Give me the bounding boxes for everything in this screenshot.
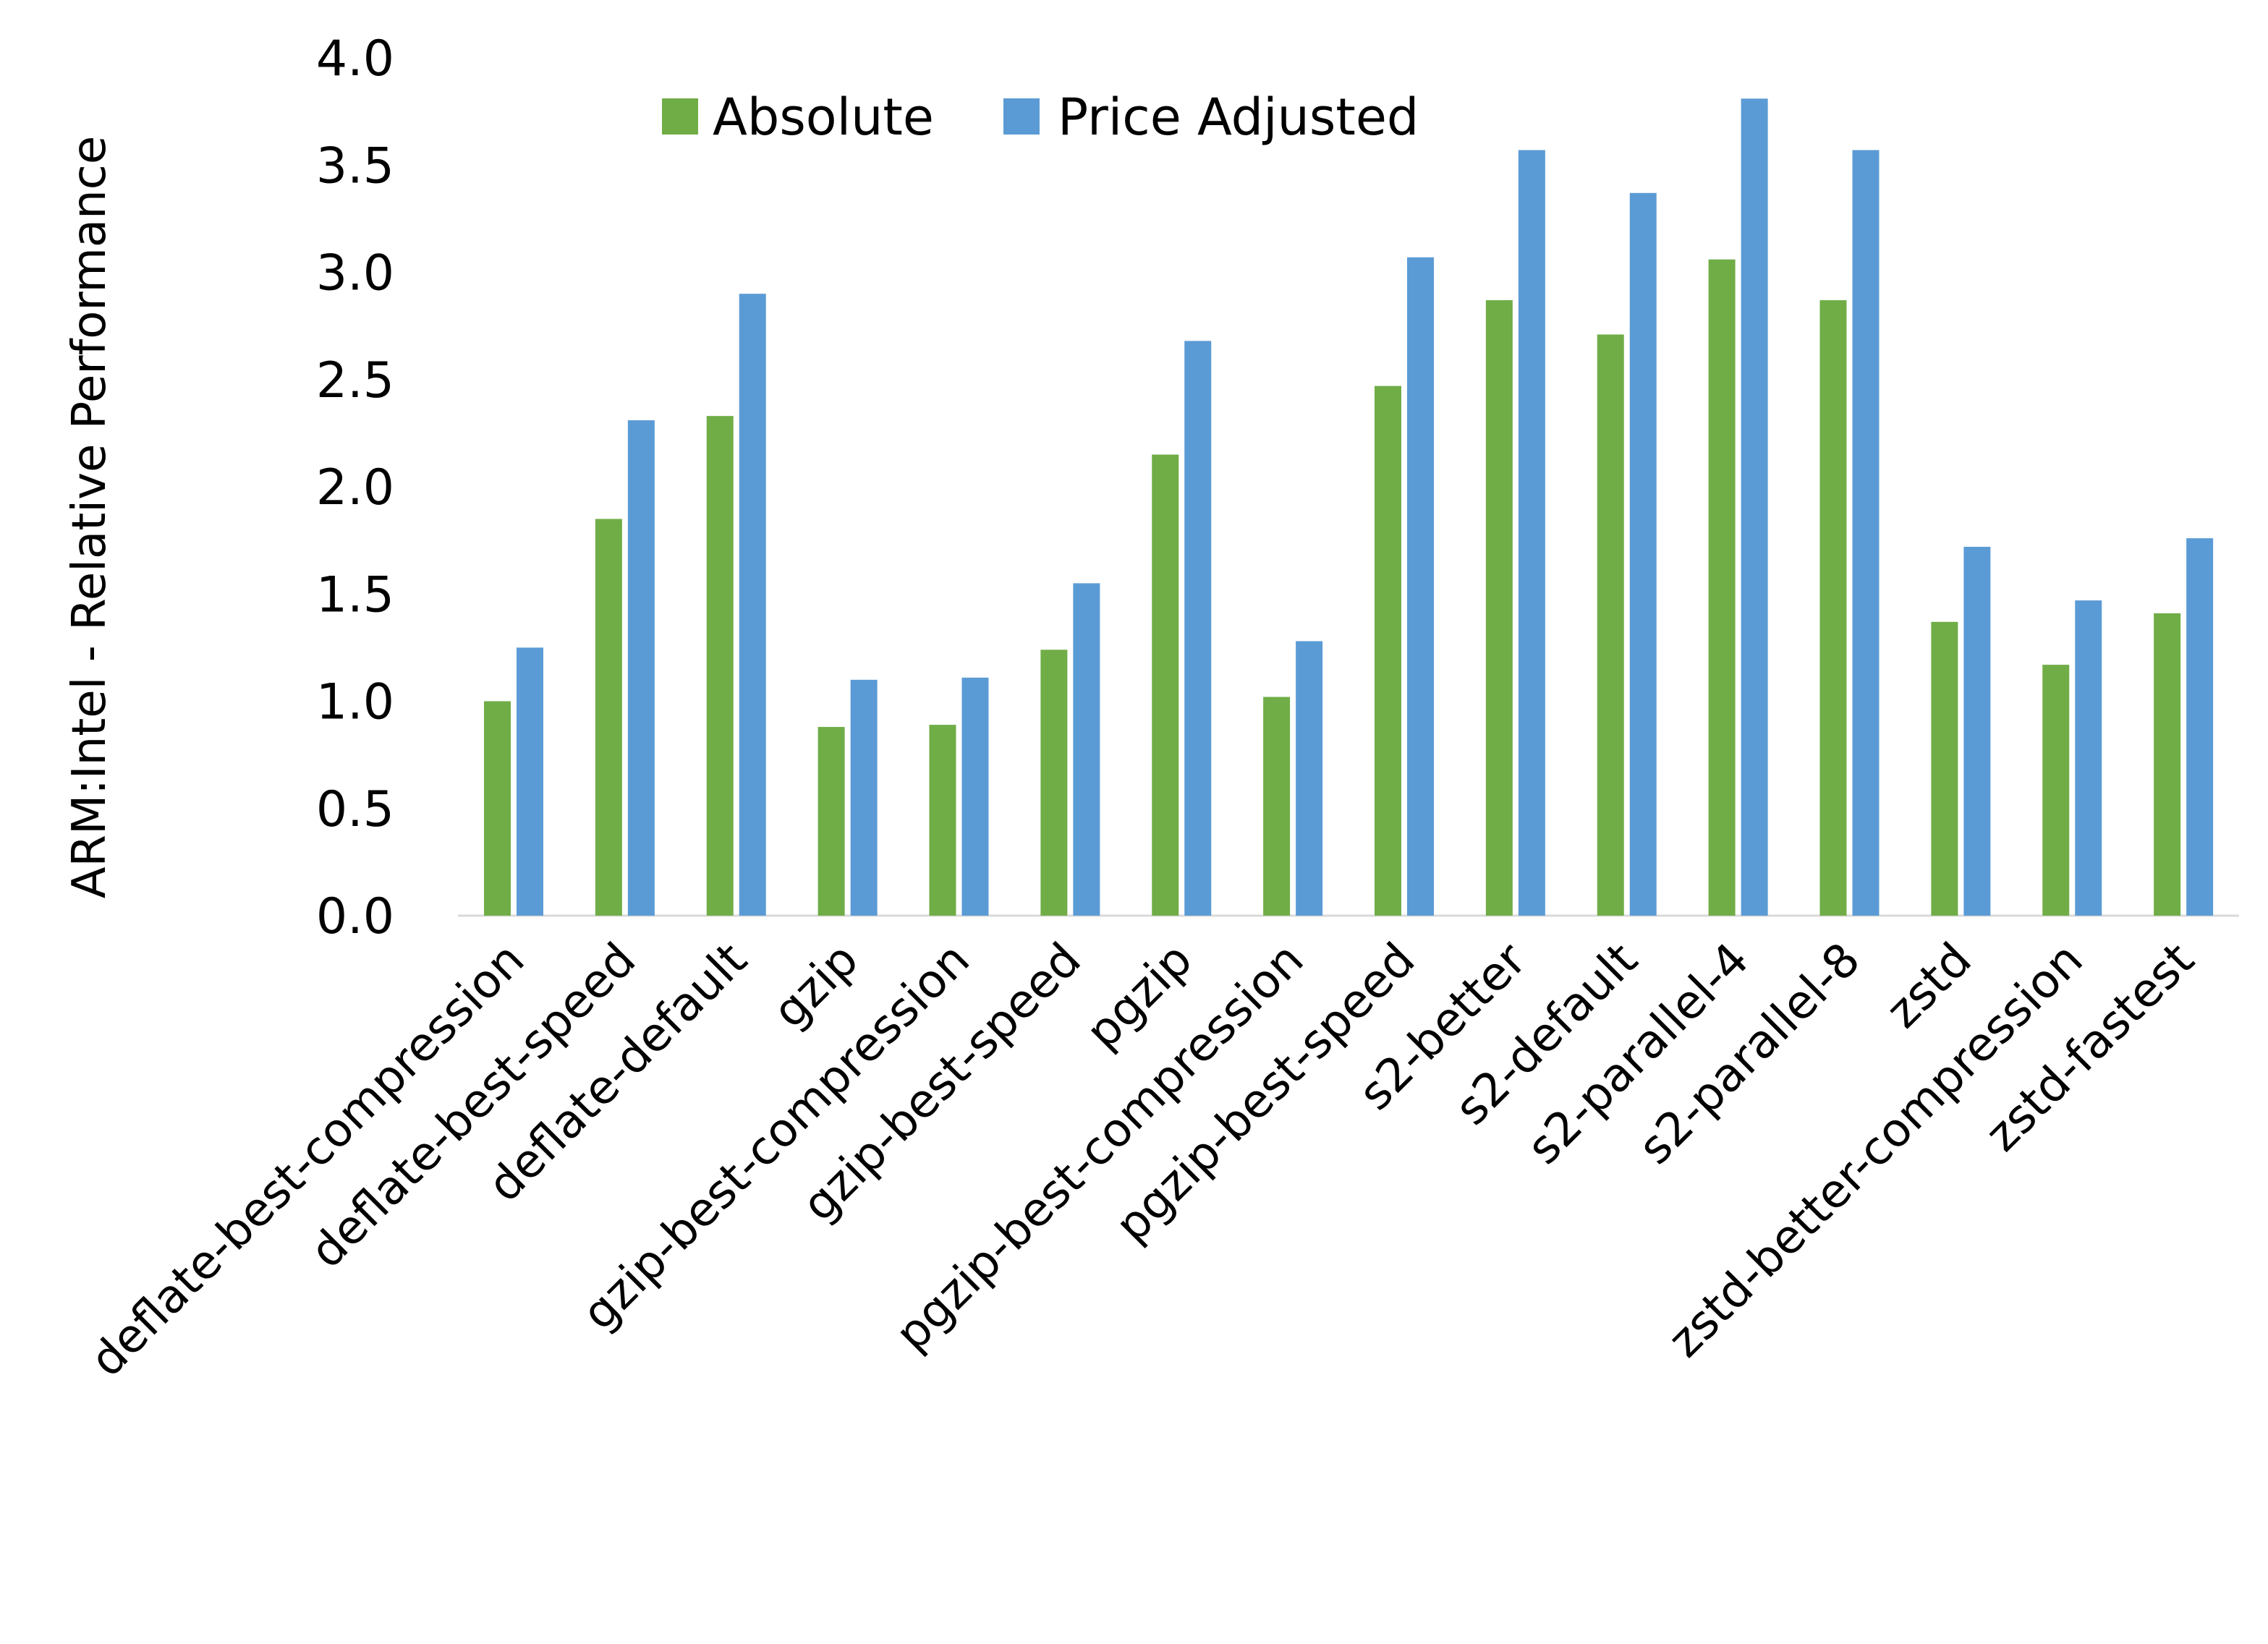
bar-price-adjusted-s2-parallel-8 [1852, 150, 1880, 916]
bar-absolute-deflate-default [706, 416, 734, 916]
legend-swatch-price-adjusted [1003, 98, 1040, 135]
bar-price-adjusted-gzip-best-speed [1073, 583, 1100, 916]
bar-price-adjusted-deflate-best-speed [627, 420, 655, 916]
bar-absolute-s2-parallel-4 [1708, 259, 1736, 916]
bar-absolute-gzip-best-compression [929, 725, 956, 916]
bar-price-adjusted-zstd-fastest [2186, 538, 2214, 916]
bar-price-adjusted-pgzip [1184, 341, 1212, 916]
bar-price-adjusted-gzip [850, 679, 878, 916]
bars [484, 98, 2214, 916]
bar-price-adjusted-s2-parallel-4 [1741, 98, 1768, 916]
bar-price-adjusted-pgzip-best-compression [1296, 641, 1323, 916]
y-tick-label: 4.0 [316, 30, 394, 88]
bar-absolute-pgzip-best-compression [1263, 697, 1291, 916]
y-tick-label: 0.5 [316, 781, 394, 838]
legend-label-price-adjusted: Price Adjusted [1058, 88, 1419, 147]
bar-absolute-deflate-best-compression [484, 701, 511, 916]
y-tick-label: 1.5 [316, 566, 394, 623]
bar-absolute-pgzip-best-speed [1375, 386, 1401, 916]
bar-price-adjusted-s2-better [1518, 150, 1545, 916]
y-tick-label: 3.0 [316, 245, 394, 302]
bar-absolute-pgzip [1152, 454, 1179, 916]
legend-swatch-absolute [662, 98, 698, 135]
y-axis-title: ARM:Intel - Relative Performance [63, 136, 116, 899]
bar-absolute-zstd [1931, 621, 1958, 916]
legend: Absolute Price Adjusted [662, 88, 1419, 147]
bar-price-adjusted-pgzip-best-speed [1407, 257, 1434, 916]
bar-price-adjusted-s2-default [1629, 192, 1657, 916]
bar-absolute-zstd-fastest [2154, 613, 2181, 916]
bar-price-adjusted-deflate-best-compression [517, 647, 543, 916]
bar-absolute-gzip [817, 727, 845, 916]
y-axis-ticks: 0.0 0.5 1.0 1.5 2.0 2.5 3.0 3.5 4.0 [316, 30, 394, 945]
bar-price-adjusted-deflate-default [739, 294, 766, 916]
x-axis-labels: deflate-best-compressiondeflate-best-spe… [80, 933, 2204, 1388]
bar-absolute-zstd-better-compression [2042, 665, 2070, 916]
y-tick-label: 3.5 [316, 137, 394, 195]
legend-label-absolute: Absolute [713, 88, 934, 147]
y-tick-label: 1.0 [316, 674, 394, 731]
bar-absolute-s2-better [1485, 300, 1513, 916]
y-tick-label: 2.5 [316, 352, 394, 409]
bar-price-adjusted-zstd-better-compression [2075, 600, 2102, 916]
bar-absolute-s2-default [1597, 334, 1624, 916]
bar-price-adjusted-zstd [1963, 547, 1991, 916]
bar-absolute-s2-parallel-8 [1819, 300, 1847, 916]
x-tick-label: deflate-best-compression [80, 933, 535, 1387]
bar-price-adjusted-gzip-best-compression [961, 677, 989, 916]
bar-absolute-deflate-best-speed [595, 519, 622, 916]
y-tick-label: 0.0 [316, 888, 394, 945]
bar-absolute-gzip-best-speed [1040, 649, 1068, 916]
y-tick-label: 2.0 [316, 459, 394, 516]
